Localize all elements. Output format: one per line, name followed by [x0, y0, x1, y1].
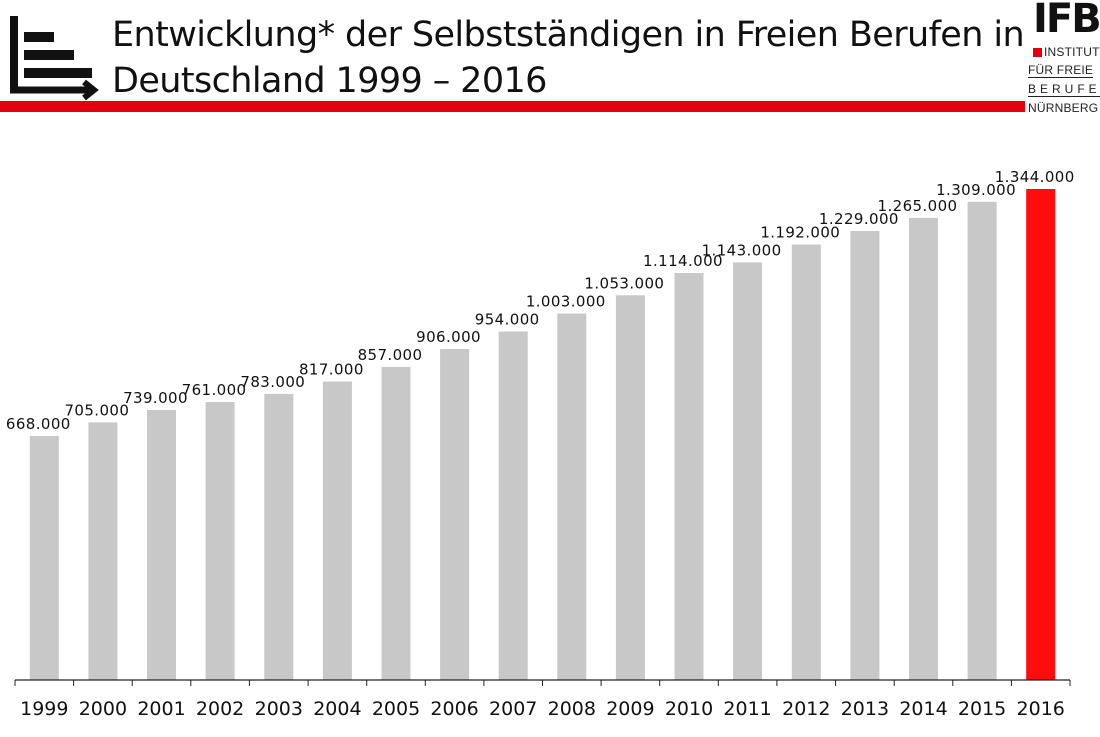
x-tick-label-2005: 2005 — [372, 698, 420, 720]
x-tick-label-2003: 2003 — [255, 698, 303, 720]
bar-chart-icon — [10, 16, 99, 101]
x-tick-label-2013: 2013 — [841, 698, 889, 720]
logo-line-nuernberg: NÜRNBERG — [1028, 101, 1099, 114]
data-label-2011: 1.143.000 — [702, 241, 782, 259]
x-tick-label-2015: 2015 — [958, 698, 1006, 720]
data-label-2000: 705.000 — [64, 401, 129, 419]
x-tick-label-2016: 2016 — [1017, 698, 1065, 720]
data-label-2013: 1.229.000 — [819, 210, 899, 228]
data-label-2001: 739.000 — [123, 389, 188, 407]
title-line-2: Deutschland 1999 – 2016 — [112, 61, 547, 101]
x-tick-label-2000: 2000 — [79, 698, 127, 720]
x-tick-label-2004: 2004 — [313, 698, 361, 720]
bar-2008 — [557, 313, 587, 680]
bar-2000 — [88, 422, 118, 680]
bar-2001 — [147, 410, 176, 680]
data-label-1999: 668.000 — [6, 415, 71, 433]
logo-line-institut: INSTITUT — [1044, 45, 1100, 59]
data-label-2010: 1.114.000 — [643, 252, 723, 270]
bar-2010 — [674, 273, 704, 680]
bar-2013 — [850, 231, 880, 680]
data-label-2007: 954.000 — [475, 311, 540, 329]
logo-red-square — [1033, 48, 1042, 57]
data-label-2009: 1.053.000 — [584, 274, 664, 292]
bar-chart: 668.000 1999 705.000 2000 739.000 2001 761.000… — [6, 168, 1075, 720]
data-label-2015: 1.309.000 — [936, 181, 1016, 199]
bar-2003 — [264, 393, 294, 680]
x-tick-label-2002: 2002 — [196, 698, 244, 720]
data-label-2014: 1.265.000 — [878, 197, 958, 215]
x-tick-label-2014: 2014 — [899, 698, 947, 720]
x-tick-label-2008: 2008 — [548, 698, 596, 720]
x-tick-label-1999: 1999 — [20, 698, 68, 720]
bar-2015 — [967, 201, 997, 681]
x-tick-label-2006: 2006 — [430, 698, 478, 720]
data-label-2012: 1.192.000 — [760, 224, 840, 242]
logo-wordmark: IFB — [1033, 2, 1100, 42]
x-tick-label-2001: 2001 — [137, 698, 185, 720]
bar-1999 — [29, 436, 59, 680]
data-label-2003: 783.000 — [240, 373, 305, 391]
bar-2006 — [440, 349, 470, 680]
bar-2004 — [322, 381, 352, 680]
bar-2016 — [1026, 189, 1056, 680]
bar-2011 — [733, 262, 763, 680]
x-tick-label-2012: 2012 — [782, 698, 830, 720]
bar-2007 — [498, 331, 528, 680]
header-divider — [0, 101, 1025, 112]
data-label-2002: 761.000 — [182, 381, 247, 399]
bar-2009 — [615, 295, 645, 680]
data-label-2016: 1.344.000 — [995, 168, 1075, 186]
title-line-1: Entwicklung* der Selbstständigen in Frei… — [112, 15, 1025, 55]
x-tick-label-2010: 2010 — [665, 698, 713, 720]
x-tick-label-2007: 2007 — [489, 698, 537, 720]
x-tick-label-2009: 2009 — [606, 698, 654, 720]
page-title: Entwicklung* der Selbstständigen in Frei… — [112, 12, 1025, 104]
logo-line-berufe: BERUFE — [1028, 82, 1100, 97]
data-label-2008: 1.003.000 — [526, 293, 606, 311]
ifb-logo: IFB INSTITUT FÜR FREIE BERUFE NÜRNBERG — [1027, 2, 1100, 114]
data-label-2006: 906.000 — [416, 328, 481, 346]
data-label-2005: 857.000 — [358, 346, 423, 364]
data-label-2004: 817.000 — [299, 361, 364, 379]
x-tick-label-2011: 2011 — [723, 698, 771, 720]
bar-2012 — [791, 244, 821, 680]
bar-2005 — [381, 366, 411, 680]
bar-2002 — [205, 402, 235, 680]
logo-line-fuer-freie: FÜR FREIE — [1028, 63, 1094, 78]
bar-2014 — [909, 217, 938, 680]
